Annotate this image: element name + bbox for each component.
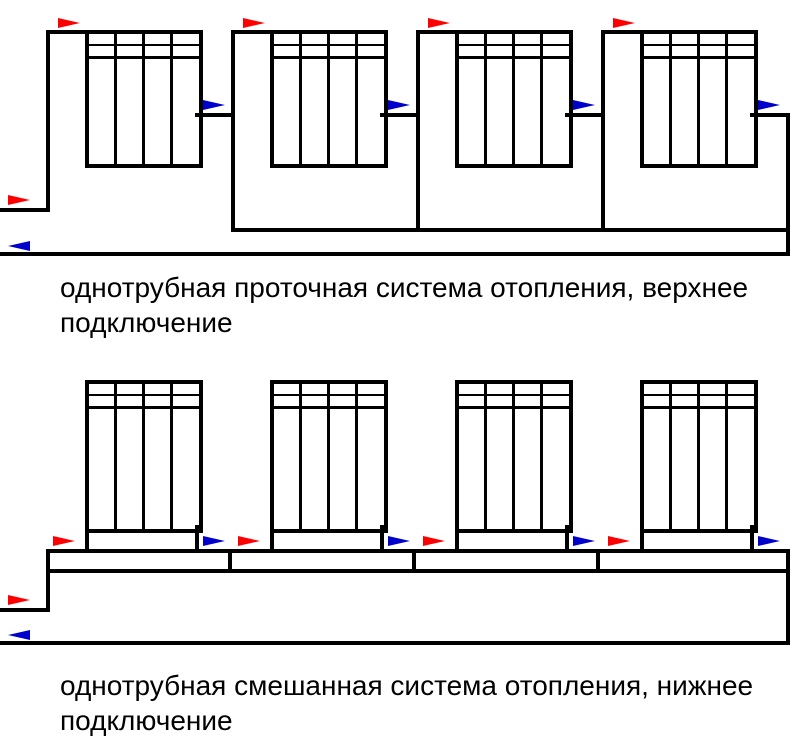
pipe (0, 252, 790, 256)
pipe (270, 525, 274, 553)
radiator (640, 30, 758, 168)
cold-arrow-icon (388, 536, 410, 546)
pipe (601, 30, 644, 34)
radiator (455, 30, 573, 168)
pipe (46, 549, 50, 612)
pipe (786, 549, 790, 645)
pipe (750, 525, 754, 553)
pipe (46, 30, 89, 34)
hot-arrow-icon (243, 18, 265, 28)
hot-arrow-icon (428, 18, 450, 28)
pipe (228, 569, 416, 573)
hot-arrow-icon (58, 18, 80, 28)
pipe (416, 30, 459, 34)
radiator (270, 380, 388, 533)
radiator (85, 380, 203, 533)
radiator (455, 380, 573, 533)
pipe (46, 549, 232, 553)
pipe (455, 525, 459, 553)
pipe (85, 525, 89, 553)
cold-arrow-icon (8, 630, 30, 640)
pipe (231, 30, 235, 232)
pipe (596, 569, 790, 573)
pipe (565, 113, 601, 117)
cold-arrow-icon (758, 100, 780, 110)
pipe (380, 525, 384, 553)
pipe (601, 228, 789, 232)
pipe (786, 113, 790, 232)
pipe (0, 608, 50, 612)
pipe (596, 549, 790, 553)
diagram-caption: однотрубная смешанная система отопления,… (60, 668, 800, 738)
pipe (412, 569, 600, 573)
cold-arrow-icon (203, 536, 225, 546)
pipe (416, 30, 420, 232)
radiator (85, 30, 203, 168)
cold-arrow-icon (8, 241, 30, 251)
pipe (416, 228, 604, 232)
pipe (0, 208, 50, 212)
pipe (228, 549, 416, 553)
pipe (231, 228, 419, 232)
pipe (750, 113, 786, 117)
hot-arrow-icon (608, 536, 630, 546)
hot-arrow-icon (238, 536, 260, 546)
pipe (195, 525, 199, 553)
pipe (195, 113, 231, 117)
hot-arrow-icon (53, 536, 75, 546)
pipe (565, 525, 569, 553)
cold-arrow-icon (203, 100, 225, 110)
pipe (601, 30, 605, 232)
pipe (640, 525, 644, 553)
cold-arrow-icon (758, 536, 780, 546)
pipe (231, 30, 274, 34)
diagram-caption: однотрубная проточная система отопления,… (60, 270, 800, 340)
cold-arrow-icon (388, 100, 410, 110)
pipe (0, 641, 790, 645)
pipe (46, 569, 232, 573)
hot-arrow-icon (613, 18, 635, 28)
pipe (46, 30, 50, 212)
radiator (640, 380, 758, 533)
cold-arrow-icon (573, 536, 595, 546)
pipe (380, 113, 416, 117)
hot-arrow-icon (8, 195, 30, 205)
diagram-container: однотрубная проточная система отопления,… (0, 0, 800, 744)
pipe (786, 228, 790, 256)
cold-arrow-icon (573, 100, 595, 110)
pipe (412, 549, 600, 553)
hot-arrow-icon (423, 536, 445, 546)
radiator (270, 30, 388, 168)
hot-arrow-icon (8, 595, 30, 605)
